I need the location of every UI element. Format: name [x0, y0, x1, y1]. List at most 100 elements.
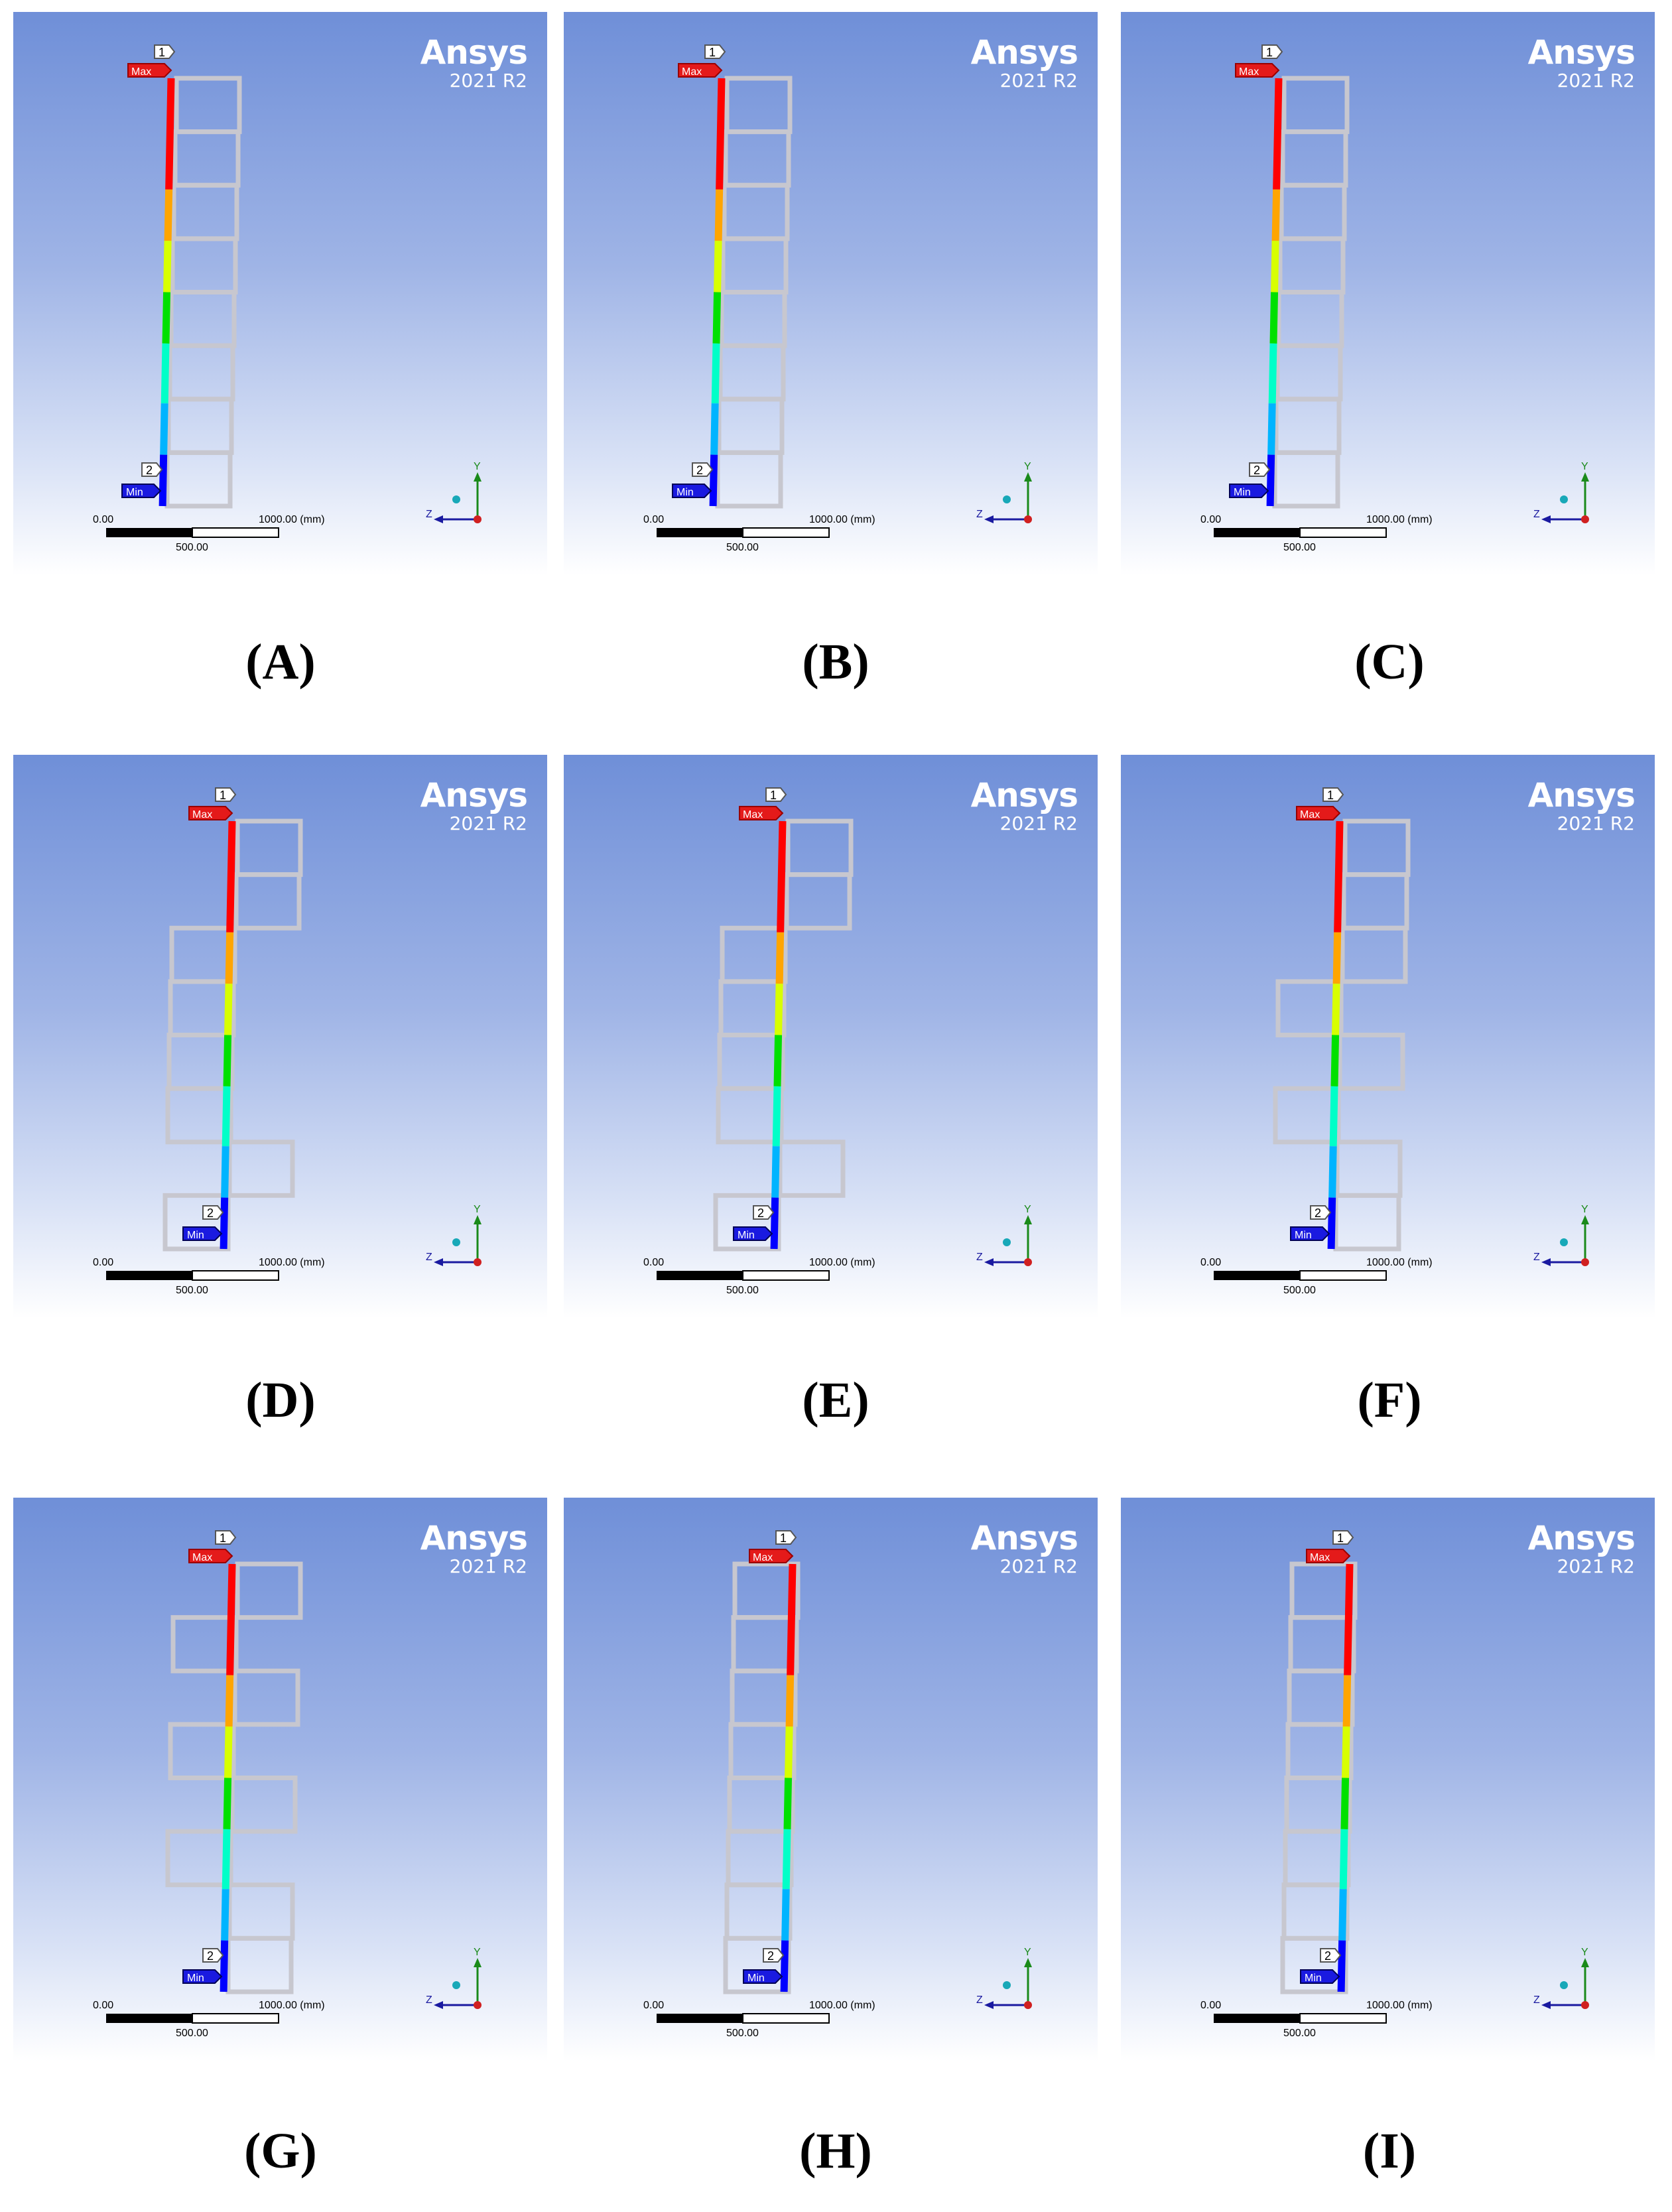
panel-caption: (C) — [1354, 634, 1425, 690]
result-band — [223, 1778, 232, 1830]
probe-2-flag — [1249, 462, 1271, 477]
result-band — [709, 454, 718, 507]
y-axis-arrow — [474, 1958, 482, 1967]
frame-cell — [168, 979, 236, 1037]
max-label: Max — [131, 66, 151, 78]
result-band — [221, 1146, 229, 1198]
result-viewport: 1 Max 2 Min 0.00 1000.00 (mm) 500.00 Y Z Ansys 202… — [1121, 1498, 1655, 2061]
max-tag — [1306, 1549, 1351, 1563]
result-band — [1266, 454, 1275, 507]
max-label: Max — [753, 1552, 773, 1563]
frame-cell — [722, 182, 790, 241]
frame-cell — [1273, 397, 1342, 455]
y-axis-label: Y — [1581, 1204, 1588, 1215]
frame-cell — [785, 818, 854, 878]
frame-cell — [723, 129, 791, 188]
brand-version: 2021 R2 — [1557, 1555, 1635, 1577]
frame-cell — [777, 1139, 846, 1198]
max-tag — [739, 806, 784, 820]
result-band — [785, 1675, 795, 1727]
x-axis-dot — [1581, 2001, 1589, 2009]
z-axis-label: Z — [426, 1994, 432, 2006]
probe-1-number: 1 — [159, 46, 165, 59]
z-axis-arrow — [434, 515, 443, 523]
axis-triad: YZ — [976, 461, 1032, 523]
probe-2-number: 2 — [207, 1206, 214, 1220]
frame-cell — [174, 76, 242, 135]
probe-2-number: 2 — [767, 1949, 774, 1963]
scale-mid-label: 500.00 — [176, 542, 208, 553]
max-probe: 1 Max — [188, 1530, 237, 1563]
ansys-watermark: Ansys 2021 R2 — [1527, 33, 1636, 92]
y-axis-label: Y — [1024, 1204, 1031, 1215]
probe-1-number: 1 — [780, 1531, 787, 1545]
result-band — [220, 1940, 229, 1992]
result-viewport: 1 Max 2 Min 0.00 1000.00 (mm) 500.00 Y Z Ansys 202… — [1121, 755, 1655, 1319]
frame-cell — [1281, 76, 1350, 135]
scale-end-label: 1000.00 (mm) — [259, 2000, 325, 2011]
frame-cell — [166, 397, 234, 455]
scale-bar: 0.00 1000.00 (mm) 500.00 — [643, 514, 875, 553]
scale-bar: 0.00 1000.00 (mm) 500.00 — [1200, 514, 1433, 553]
max-label: Max — [1300, 809, 1320, 820]
brand-name: Ansys — [970, 1519, 1078, 1557]
scale-white-half — [1299, 1270, 1387, 1281]
probe-1-number: 1 — [709, 46, 716, 59]
scale-white-half — [742, 2013, 830, 2024]
probe-1-number: 1 — [1337, 1531, 1344, 1545]
frame-cell — [1276, 290, 1344, 348]
result-viewport: 1 Max 2 Min 0.00 1000.00 (mm) 500.00 Y Z Ansys 202… — [13, 12, 547, 576]
scale-black-half — [106, 528, 192, 537]
probe-2-flag — [763, 1948, 785, 1963]
probe-1-flag — [215, 1530, 237, 1545]
min-label: Min — [747, 1973, 765, 1984]
scale-mid-label: 500.00 — [1283, 1285, 1316, 1296]
min-label: Min — [676, 487, 694, 498]
probe-2-number: 2 — [1254, 464, 1260, 477]
frame-cell — [1337, 1033, 1405, 1091]
panel-caption: (D) — [245, 1372, 316, 1428]
probe-2-flag — [692, 462, 714, 477]
scale-black-half — [657, 1271, 743, 1280]
frame-cell — [235, 1561, 303, 1620]
probe-2-number: 2 — [146, 464, 153, 477]
y-axis-arrow — [1581, 472, 1589, 482]
y-axis-label: Y — [474, 1947, 481, 1958]
y-axis-label: Y — [1581, 461, 1588, 472]
scale-black-half — [1214, 2014, 1300, 2023]
scale-mid-label: 500.00 — [1283, 2028, 1316, 2039]
brand-name: Ansys — [1527, 33, 1636, 72]
ansys-watermark: Ansys 2021 R2 — [420, 34, 528, 92]
result-band — [1267, 403, 1276, 455]
frame-cell — [1283, 1829, 1351, 1888]
z-axis-label: Z — [1533, 509, 1540, 520]
frame-cell — [715, 450, 783, 509]
result-band — [714, 189, 724, 241]
panel-caption: (F) — [1357, 1372, 1422, 1428]
brand-version: 2021 R2 — [449, 1555, 527, 1577]
result-band — [221, 1889, 229, 1941]
y-axis-arrow — [1024, 1215, 1032, 1224]
scale-start-label: 0.00 — [643, 1257, 664, 1268]
z-axis-arrow — [1541, 515, 1551, 523]
brand-name: Ansys — [1527, 1519, 1636, 1557]
scale-white-half — [742, 1270, 830, 1281]
result-band — [1268, 343, 1277, 404]
z-axis-label: Z — [976, 1252, 983, 1263]
result-band — [782, 1829, 791, 1890]
y-axis-arrow — [1581, 1958, 1589, 1967]
result-band — [1329, 1086, 1338, 1147]
brand-version: 2021 R2 — [999, 1555, 1078, 1577]
frame-cell — [235, 818, 303, 878]
brand-version: 2021 R2 — [999, 813, 1078, 834]
z-axis-arrow — [434, 1258, 443, 1266]
max-label: Max — [192, 1552, 212, 1563]
frame-cell — [1280, 129, 1348, 188]
scale-white-half — [192, 527, 279, 538]
min-tag — [1290, 1226, 1330, 1241]
scale-mid-label: 500.00 — [726, 2028, 759, 2039]
result-band — [712, 292, 722, 344]
result-viewport: 1 Max 2 Min 0.00 1000.00 (mm) 500.00 Y Z Ansys 202… — [1121, 12, 1655, 576]
